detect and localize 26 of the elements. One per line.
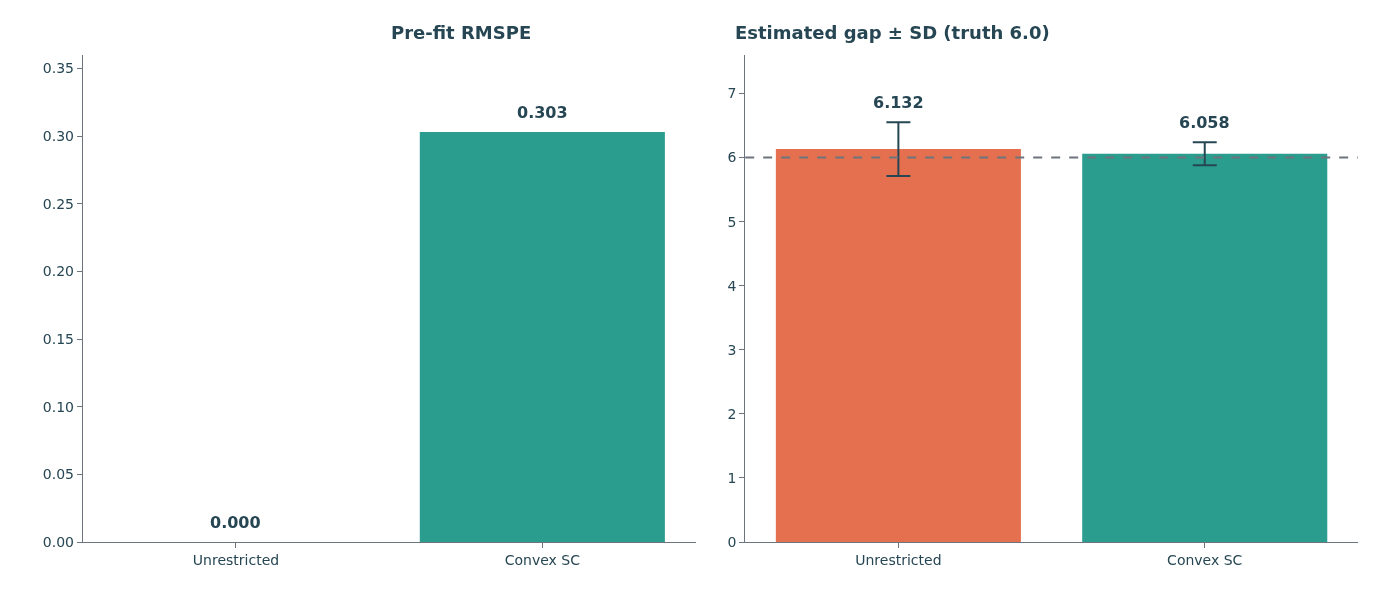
y-tick-label: 0.15	[42, 330, 74, 347]
y-tick-label: 6	[727, 149, 737, 166]
y-tick-label: 7	[727, 85, 737, 102]
y-tick-label: 0.10	[42, 398, 74, 415]
x-tick-label: Convex SC	[1167, 551, 1243, 568]
y-tick-label: 0	[727, 533, 737, 550]
y-tick-label: 0.05	[42, 466, 74, 483]
chart-title: Estimated gap ± SD (truth 6.0)	[735, 22, 1050, 43]
y-tick-label: 3	[727, 341, 737, 358]
y-tick-label: 0.20	[42, 263, 74, 280]
chart-title: Pre-fit RMSPE	[391, 22, 532, 43]
x-tick-label: Unrestricted	[855, 551, 942, 568]
y-tick-label: 0.25	[42, 195, 74, 212]
y-tick-label: 5	[727, 213, 737, 230]
y-tick-label: 2	[727, 405, 737, 422]
y-tick-label: 1	[727, 469, 737, 486]
data-label: 6.058	[1179, 113, 1230, 132]
x-tick-label: Convex SC	[504, 551, 581, 568]
data-label: 6.132	[873, 93, 924, 112]
y-tick-label: 0.35	[42, 60, 74, 77]
x-tick-label: Unrestricted	[192, 551, 280, 568]
y-tick-label: 0.30	[42, 128, 74, 145]
data-label: 0.000	[210, 513, 261, 532]
y-tick-label: 4	[727, 277, 737, 294]
data-label: 0.303	[517, 103, 568, 122]
y-tick-label: 0.00	[42, 533, 74, 550]
